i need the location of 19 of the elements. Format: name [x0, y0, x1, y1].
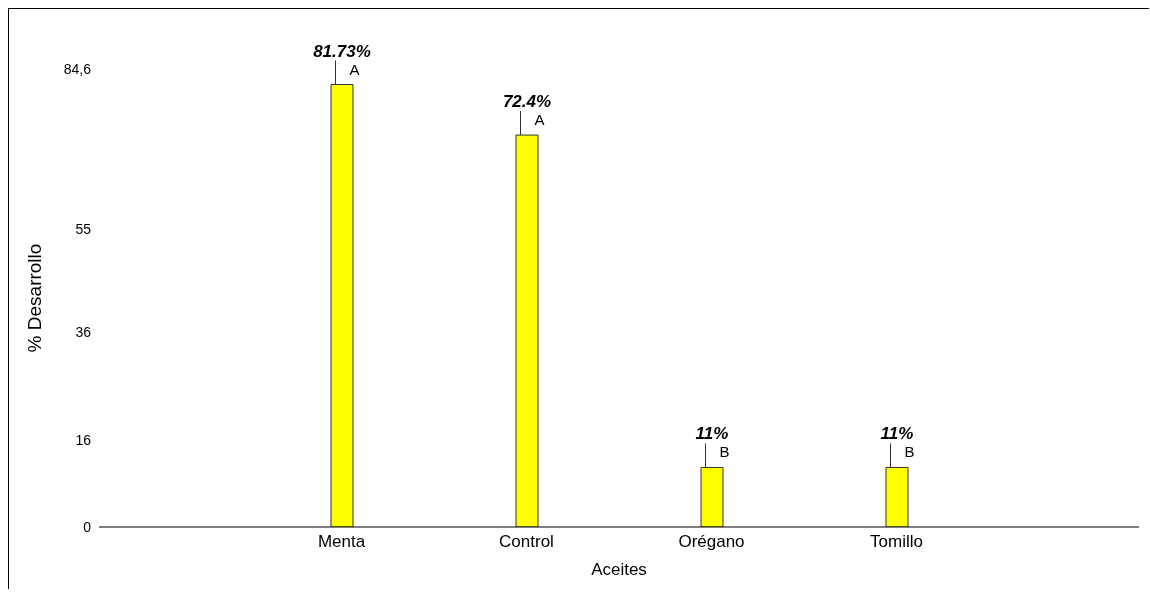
data-label: 72.4%: [502, 92, 552, 112]
y-axis-title: % Desarrollo: [23, 243, 45, 353]
x-tick-label: Orégano: [678, 532, 745, 552]
data-label: 11%: [695, 424, 729, 444]
y-tick-label: 55: [75, 221, 92, 238]
x-tick-label: Menta: [317, 532, 366, 552]
annotation: A: [534, 111, 545, 129]
annotation: B: [904, 443, 915, 461]
x-tick-label: Control: [499, 532, 554, 552]
y-tick-label: 84,6: [63, 60, 92, 77]
y-tick-label: 16: [75, 432, 92, 449]
x-tick-label: Tomillo: [870, 532, 923, 552]
x-axis-title: Aceites: [591, 560, 647, 579]
annotation: B: [719, 443, 730, 461]
y-tick-label: 0: [83, 518, 92, 535]
y-tick-label: 36: [75, 324, 92, 341]
data-label: 81.73%: [313, 41, 371, 61]
data-label: 11%: [880, 424, 914, 444]
annotation: A: [349, 60, 360, 78]
